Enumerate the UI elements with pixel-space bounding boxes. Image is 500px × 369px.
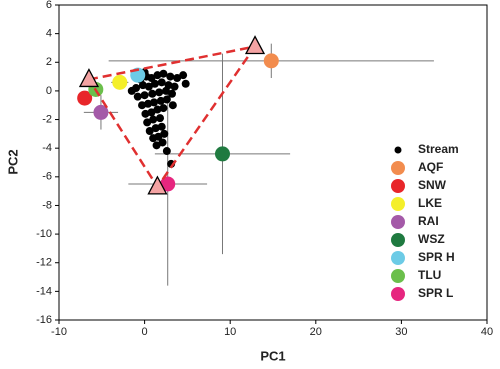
stream-point xyxy=(157,78,166,87)
stream-point xyxy=(153,71,162,80)
stream-point xyxy=(168,101,177,110)
stream-point xyxy=(179,71,188,80)
legend-label: AQF xyxy=(418,160,443,174)
stream-point xyxy=(156,96,165,105)
group-mean xyxy=(214,146,230,162)
legend-label: WSZ xyxy=(418,232,445,246)
x-tick-label: 10 xyxy=(224,326,236,338)
x-tick-label: -10 xyxy=(51,326,67,338)
y-tick-label: -4 xyxy=(42,142,52,154)
stream-point xyxy=(156,114,165,123)
stream-point xyxy=(158,138,167,147)
legend-marker xyxy=(391,251,405,265)
x-tick-label: 20 xyxy=(310,326,322,338)
stream-point xyxy=(162,95,171,104)
end-member xyxy=(147,175,168,195)
legend-marker xyxy=(391,179,405,193)
x-tick-label: 30 xyxy=(395,326,407,338)
y-tick-label: -10 xyxy=(36,228,52,240)
stream-point xyxy=(138,81,147,90)
legend-marker xyxy=(391,269,405,283)
stream-point xyxy=(154,132,163,141)
stream-point xyxy=(166,72,175,81)
stream-point xyxy=(143,118,152,127)
stream-point xyxy=(140,91,149,100)
y-tick-label: 0 xyxy=(46,85,52,97)
y-tick-label: -16 xyxy=(36,314,52,326)
legend-marker xyxy=(394,146,402,154)
x-axis-label: PC1 xyxy=(260,348,285,363)
end-member xyxy=(78,68,100,88)
stream-point xyxy=(152,141,161,150)
group-mean xyxy=(112,74,128,90)
legend-label: Stream xyxy=(418,142,459,156)
legend-label: LKE xyxy=(418,196,442,210)
legend-marker xyxy=(391,287,405,301)
legend-label: SPR H xyxy=(418,250,455,264)
stream-point xyxy=(148,89,157,98)
stream-point xyxy=(127,86,136,95)
stream-point xyxy=(173,74,182,83)
stream-point xyxy=(150,79,159,88)
y-tick-label: -2 xyxy=(42,113,52,125)
stream-point xyxy=(170,82,179,91)
stream-point xyxy=(160,129,169,138)
group-mean xyxy=(263,53,279,69)
stream-point xyxy=(144,99,153,108)
legend-marker xyxy=(391,233,405,247)
stream-point xyxy=(149,115,158,124)
stream-point xyxy=(159,69,168,78)
group-mean xyxy=(77,90,93,106)
x-tick-label: 0 xyxy=(142,326,148,338)
group-mean xyxy=(93,104,109,120)
y-tick-label: 6 xyxy=(46,0,52,11)
stream-point xyxy=(151,124,160,133)
stream-point xyxy=(153,105,162,114)
group-mean xyxy=(160,176,176,192)
stream-point xyxy=(181,79,190,88)
legend-label: SPR L xyxy=(418,286,453,300)
legend-label: SNW xyxy=(418,178,447,192)
stream-point xyxy=(147,108,156,117)
legend-marker xyxy=(391,197,405,211)
stream-point xyxy=(155,88,164,97)
legend-label: RAI xyxy=(418,214,439,228)
x-tick-label: 40 xyxy=(481,326,493,338)
y-tick-label: -8 xyxy=(42,199,52,211)
stream-point xyxy=(150,98,159,107)
stream-point xyxy=(167,89,176,98)
legend-label: TLU xyxy=(418,268,441,282)
stream-point xyxy=(145,127,154,135)
stream-point xyxy=(141,109,150,118)
legend-marker xyxy=(391,161,405,175)
y-axis-label: PC2 xyxy=(5,149,20,174)
stream-point xyxy=(138,101,147,110)
stream-point xyxy=(133,92,142,101)
stream-point xyxy=(144,82,153,91)
y-tick-label: 4 xyxy=(46,28,52,40)
stream-point xyxy=(159,104,168,113)
y-tick-label: -14 xyxy=(36,285,52,297)
stream-point xyxy=(162,147,171,156)
legend-marker xyxy=(391,215,405,229)
y-tick-label: -12 xyxy=(36,257,52,269)
plot-frame xyxy=(58,4,488,321)
y-tick-label: 2 xyxy=(46,56,52,68)
end-member xyxy=(244,35,266,55)
mixing-polygon xyxy=(86,44,258,190)
stream-point xyxy=(162,86,170,95)
y-tick-label: -6 xyxy=(42,171,52,183)
stream-point xyxy=(157,122,166,131)
